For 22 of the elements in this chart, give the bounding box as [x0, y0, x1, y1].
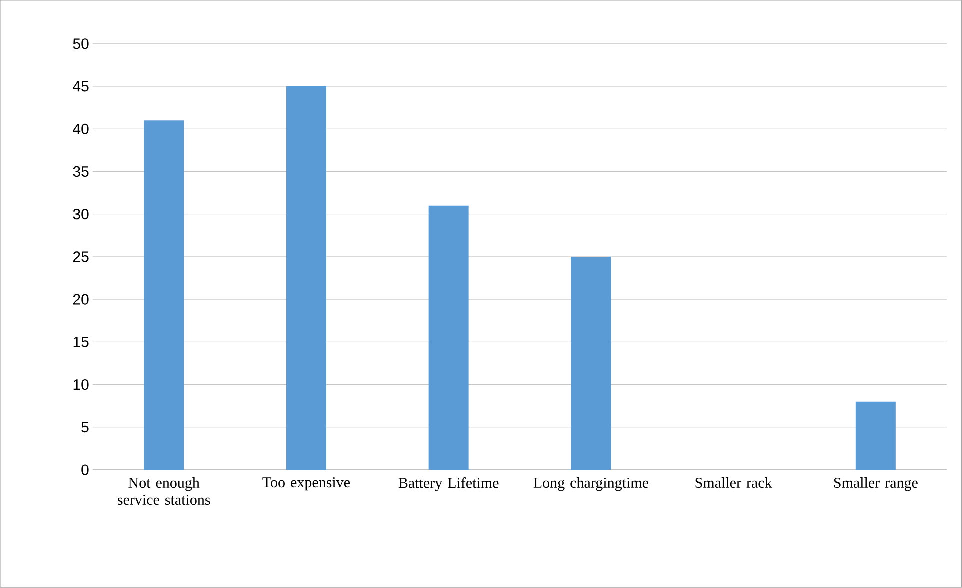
- bar: [571, 256, 612, 470]
- y-tick-label: 40: [73, 124, 89, 134]
- y-tick-label: 0: [82, 464, 89, 476]
- x-tick-label: Battery Lifetime: [398, 478, 499, 492]
- y-tick-label: 5: [82, 422, 89, 433]
- y-tick-label: 15: [74, 336, 89, 348]
- y-tick-label: 35: [73, 166, 89, 178]
- bar: [286, 86, 326, 470]
- y-tick-label: 10: [74, 380, 89, 390]
- y-tick-label: 20: [73, 294, 89, 305]
- x-tick-label: Smaller rack: [696, 478, 772, 488]
- bar: [856, 402, 896, 470]
- bar: [144, 120, 184, 470]
- y-tick-label: 45: [73, 81, 89, 92]
- y-tick-label: 25: [73, 252, 89, 262]
- bar: [428, 206, 469, 470]
- x-tick-label: Smaller range: [834, 478, 918, 492]
- x-tick-label: Too expensive: [262, 478, 350, 491]
- y-tick-label: 50: [73, 38, 89, 50]
- y-tick-label: 30: [73, 209, 89, 220]
- x-tick-label: Long chargingtime: [534, 478, 648, 492]
- x-tick-label: Not enough service stations: [118, 478, 210, 506]
